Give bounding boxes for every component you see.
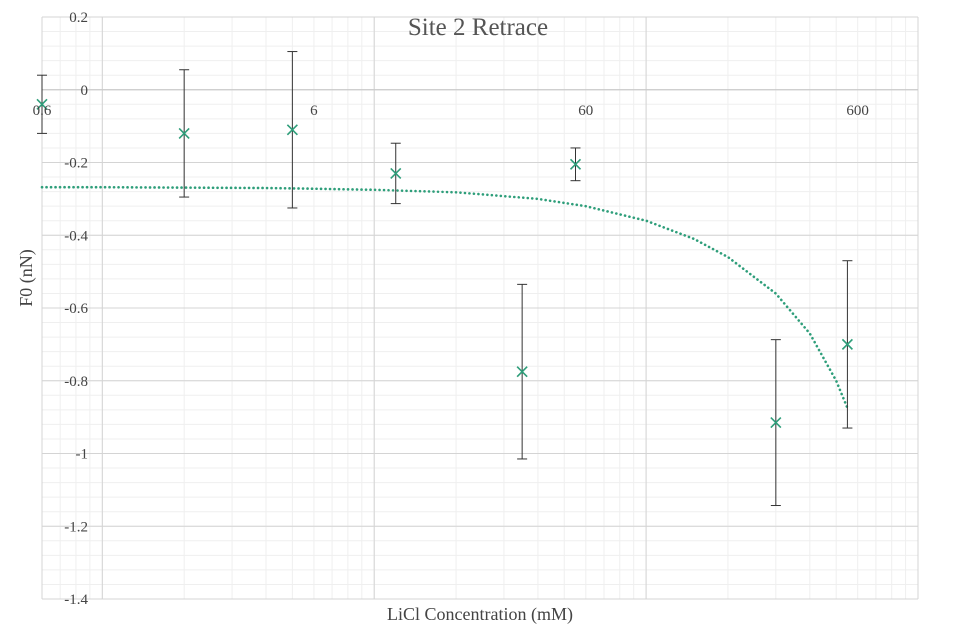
data-point	[841, 338, 853, 350]
x-tick-label: 0.6	[33, 103, 52, 119]
trendline	[40, 185, 849, 410]
chart-title: Site 2 Retrace	[408, 14, 548, 41]
data-point-stroke	[390, 167, 402, 179]
data-points-layer	[36, 98, 853, 429]
x-tick-labels: 0.6 6 60 600	[33, 103, 869, 119]
y-tick-label: 0	[81, 83, 89, 99]
data-point	[770, 417, 782, 429]
data-point	[390, 167, 402, 179]
y-tick-label: -1.2	[64, 519, 88, 535]
major-gridlines	[41, 16, 919, 600]
x-tick-label: 6	[310, 103, 318, 119]
x-axis-title: LiCl Concentration (mM)	[387, 604, 573, 625]
x-tick-label: 60	[578, 103, 593, 119]
y-axis-title: F0 (nN)	[16, 249, 37, 307]
y-tick-labels: 0.2 0 -0.2 -0.4 -0.6 -0.8 -1 -1.2 -1.4	[64, 10, 88, 608]
y-tick-label: -0.8	[64, 374, 88, 390]
data-point-stroke	[770, 417, 782, 429]
y-tick-label: -0.6	[64, 301, 88, 317]
y-tick-label: -0.2	[64, 156, 88, 172]
data-point-stroke	[286, 124, 298, 136]
data-point-stroke	[178, 127, 190, 139]
data-point	[36, 98, 48, 110]
data-point-stroke	[516, 366, 528, 378]
data-point-stroke	[841, 338, 853, 350]
data-point	[286, 124, 298, 136]
data-point	[569, 158, 582, 170]
y-tick-label: -1.4	[64, 592, 88, 608]
y-tick-label: -0.4	[64, 228, 88, 244]
data-point-stroke	[569, 158, 582, 170]
data-point	[178, 127, 190, 139]
data-point	[516, 366, 528, 378]
y-tick-label: 0.2	[69, 10, 88, 26]
trendline-layer	[40, 185, 849, 410]
data-point-stroke	[36, 98, 48, 110]
y-tick-label: -1	[76, 447, 89, 463]
x-tick-label: 600	[846, 103, 869, 119]
